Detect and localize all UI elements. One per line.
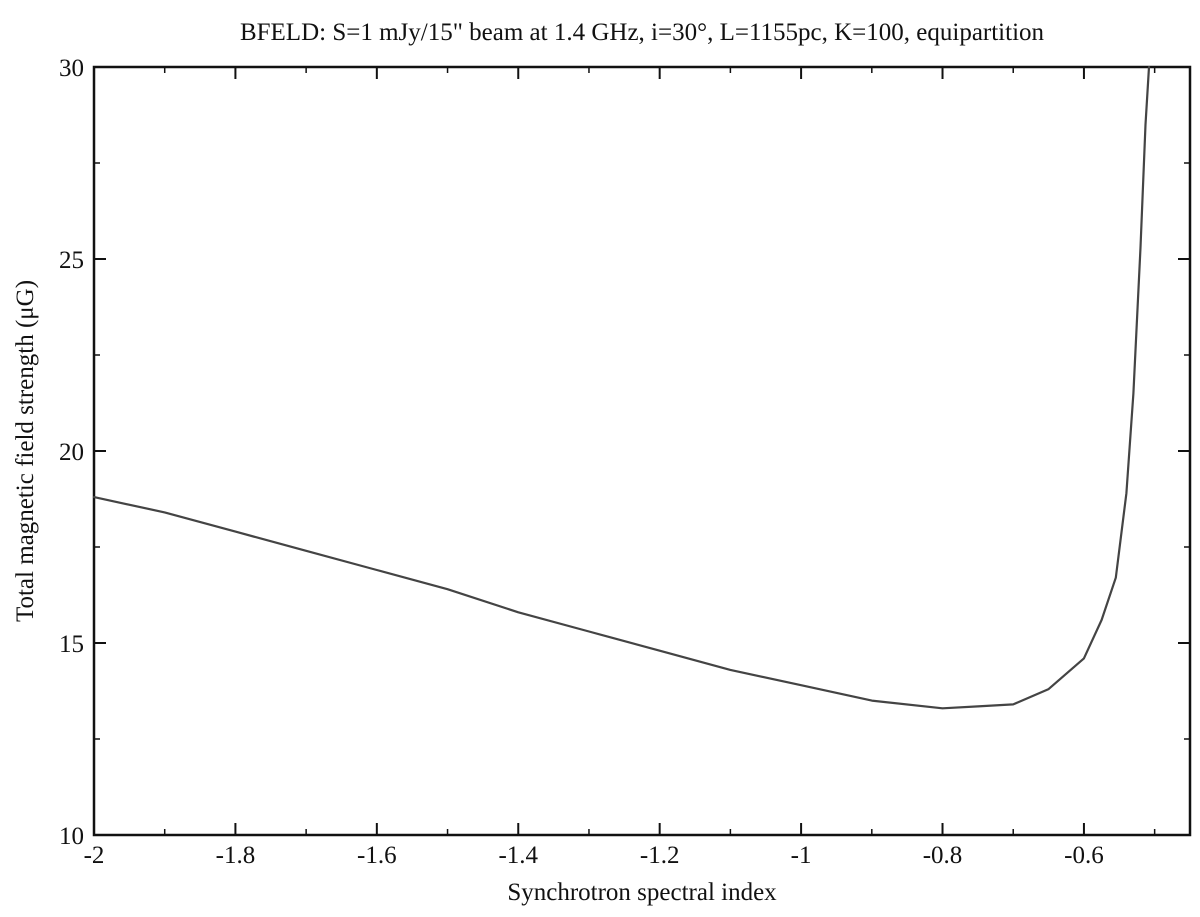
series-line-0 [92, 65, 1151, 710]
x-tick-label: -1 [791, 842, 812, 869]
y-tick-label: 20 [59, 439, 84, 466]
y-tick-label: 25 [59, 247, 84, 274]
y-axis-label: Total magnetic field strength (μG) [12, 280, 39, 622]
x-axis-label: Synchrotron spectral index [507, 879, 777, 906]
axes [92, 65, 1192, 837]
y-tick-label: 10 [59, 823, 84, 850]
series-layer [92, 65, 1151, 710]
x-tick-label: -2 [84, 842, 105, 869]
chart-title: BFELD: S=1 mJy/15" beam at 1.4 GHz, i=30… [240, 19, 1045, 46]
y-tick-label: 30 [59, 55, 84, 82]
x-tick-label: -0.8 [923, 842, 963, 869]
plot-frame [92, 65, 1192, 837]
x-tick-label: -1.4 [498, 842, 538, 869]
ticks: -2 -1.8 -1.6 -1.4 -1.2 -1 -0.8 -0.6 10 15 20 25 30 [59, 55, 1190, 869]
y-tick-label: 15 [59, 631, 84, 658]
x-tick-label: -1.2 [640, 842, 680, 869]
x-tick-label: -1.6 [357, 842, 397, 869]
x-tick-label: -1.8 [216, 842, 256, 869]
x-tick-label: -0.6 [1064, 842, 1104, 869]
